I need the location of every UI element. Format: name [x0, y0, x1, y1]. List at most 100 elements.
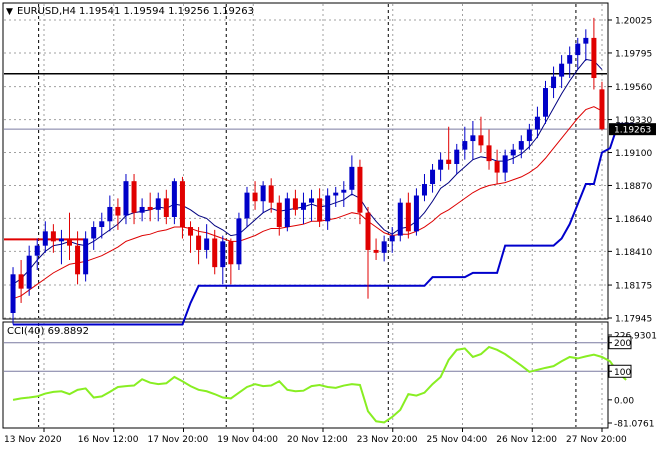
candle: [18, 259, 24, 303]
candle-body: [91, 227, 97, 239]
candle: [591, 17, 597, 90]
candle-body: [300, 202, 306, 210]
price-axis-label: 1.18870: [615, 182, 652, 192]
candle-body: [381, 241, 387, 253]
candle-body: [179, 181, 185, 228]
candle: [179, 176, 185, 239]
candle-body: [325, 195, 331, 222]
candle: [163, 189, 169, 225]
candle-body: [147, 206, 153, 210]
candle: [155, 192, 161, 222]
candle: [599, 81, 605, 131]
time-axis-label: 23 Nov 20:00: [357, 435, 418, 445]
candle: [349, 155, 355, 196]
candle: [147, 192, 153, 222]
candle-body: [591, 37, 597, 79]
candle: [551, 66, 557, 99]
candle-body: [430, 169, 436, 185]
candle: [381, 235, 387, 262]
candle-body: [67, 238, 73, 246]
candle-body: [123, 181, 129, 216]
cci-line: [12, 345, 627, 424]
candle: [276, 195, 282, 236]
cci-axis-label: -81.0761: [614, 420, 654, 430]
candle: [325, 188, 331, 230]
candle-body: [155, 198, 161, 210]
candle: [34, 238, 40, 271]
price-axis-label: 1.19795: [615, 49, 652, 59]
candle-body: [26, 255, 32, 289]
candle: [196, 227, 202, 265]
cci-axis-label: 0.00: [614, 396, 634, 406]
candle: [67, 212, 73, 260]
candle-body: [583, 37, 589, 44]
price-axis-label: 1.18640: [615, 215, 652, 225]
candle-body: [575, 43, 581, 56]
candle: [91, 221, 97, 250]
time-axis-label: 17 Nov 20:00: [148, 435, 209, 445]
candle-body: [171, 181, 177, 217]
current-price-label: 1.19263: [614, 126, 651, 136]
cci-axis-label: 226.9301: [614, 332, 657, 342]
candle: [139, 198, 145, 222]
time-axis-label: 19 Nov 04:00: [217, 435, 278, 445]
candle: [518, 135, 524, 159]
price-axis-label: 1.18175: [615, 282, 652, 292]
candle: [50, 224, 56, 253]
candle: [405, 192, 411, 239]
candle-body: [486, 145, 492, 162]
ohlc-readout: 1.19541 1.19594 1.19256 1.19263: [79, 6, 254, 17]
candle-body: [276, 202, 282, 228]
candle-body: [341, 189, 347, 193]
candle-body: [18, 274, 24, 289]
candle: [486, 129, 492, 170]
candle-body: [10, 274, 16, 313]
candle: [284, 192, 290, 232]
candle-body: [83, 238, 89, 275]
candle-body: [365, 212, 371, 250]
candle-body: [462, 141, 468, 150]
candle: [236, 212, 242, 271]
candle: [575, 37, 581, 70]
candle: [526, 123, 532, 150]
trailing-stop-line: [13, 122, 635, 326]
candle-body: [228, 241, 234, 265]
candle-body: [438, 159, 444, 170]
candle-body: [551, 76, 557, 89]
candle: [454, 143, 460, 175]
candle: [502, 149, 508, 182]
indicator-series: [4, 58, 635, 326]
candle: [58, 229, 64, 265]
candlesticks[interactable]: [10, 17, 605, 325]
symbol-timeframe: EURUSD,H4: [17, 6, 76, 17]
candle: [365, 206, 371, 299]
candle: [389, 227, 395, 253]
candle: [333, 186, 339, 207]
candle-body: [107, 206, 113, 222]
candle: [107, 195, 113, 232]
candle: [421, 174, 427, 202]
candle: [542, 80, 548, 124]
candle: [478, 116, 484, 153]
candle-body: [470, 135, 476, 142]
candle-body: [252, 192, 258, 202]
time-axis-label: 25 Nov 04:00: [427, 435, 488, 445]
candle: [357, 159, 363, 225]
main-pane-frame: [2, 2, 609, 320]
symbol-menu-icon[interactable]: ▼: [6, 7, 13, 17]
candle-body: [333, 192, 339, 196]
candle: [462, 126, 468, 160]
candle-body: [99, 221, 105, 228]
candle: [470, 121, 476, 160]
candle-body: [220, 241, 226, 268]
current-price-tag: [609, 123, 656, 136]
candle-body: [567, 55, 573, 64]
candle-body: [413, 195, 419, 232]
axes: 1.20025 1.19795 1.19560 1.19330 1.19100 1.188…: [4, 17, 657, 446]
candle-body: [260, 185, 266, 202]
candle-body: [534, 116, 540, 130]
grid-lines: [4, 4, 607, 427]
candle: [212, 229, 218, 275]
